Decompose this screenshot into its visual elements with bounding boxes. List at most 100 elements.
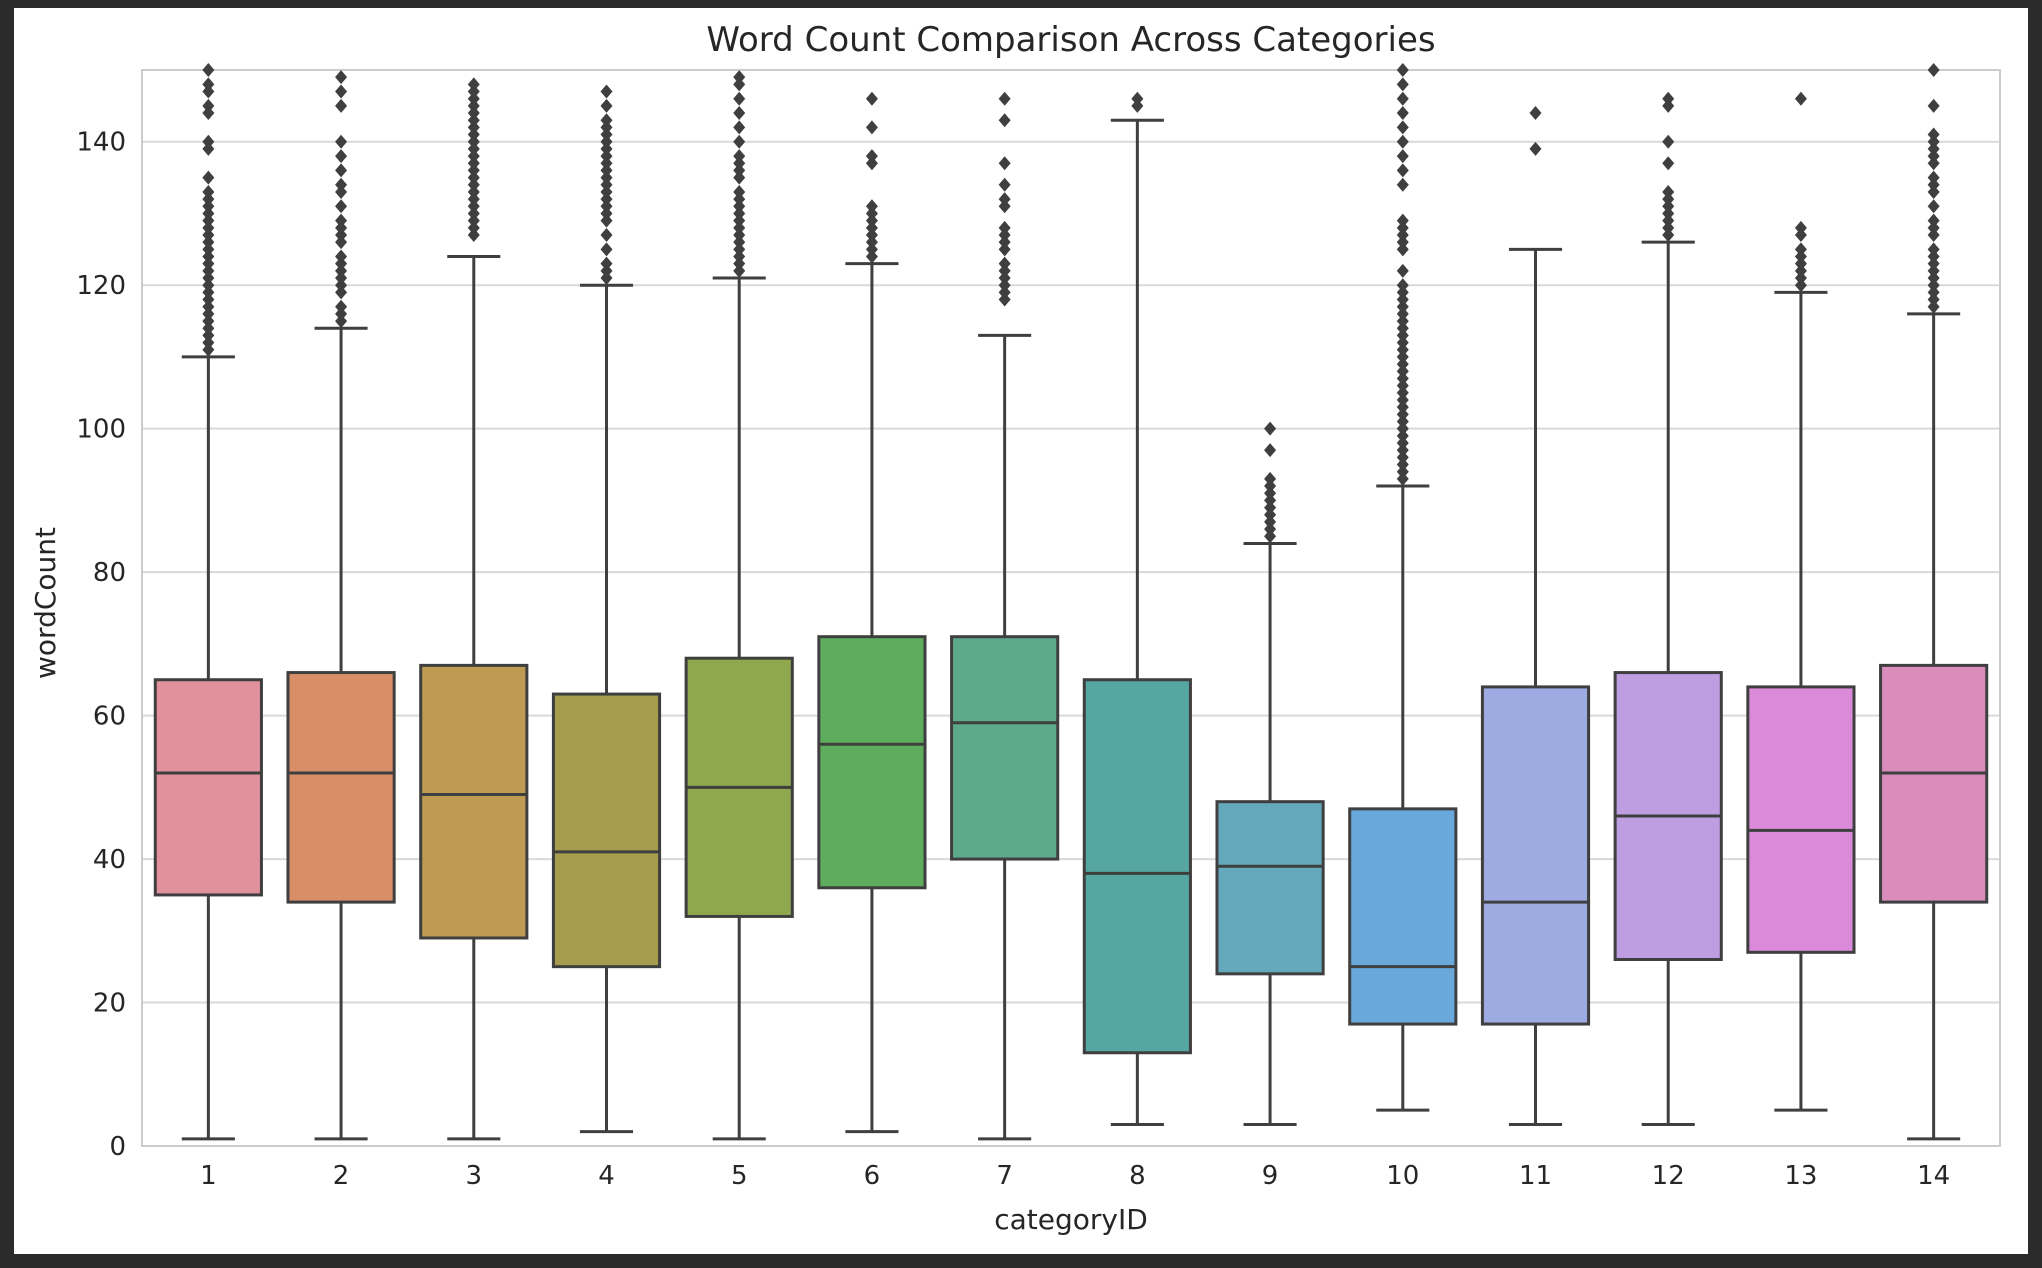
outlier-point	[1396, 235, 1409, 250]
outlier-point	[202, 278, 215, 293]
y-tick-label: 0	[109, 1132, 126, 1162]
outlier-point	[1131, 98, 1144, 113]
outlier-point	[467, 156, 480, 171]
outlier-point	[1396, 177, 1409, 192]
chart-figure: Word Count Comparison Across Categories …	[14, 8, 2028, 1254]
outlier-point	[600, 156, 613, 171]
box-group-1	[153, 63, 263, 1141]
outlier-point	[1794, 263, 1807, 278]
outlier-point	[1927, 299, 1940, 314]
outlier-point	[335, 177, 348, 192]
outlier-point	[600, 134, 613, 149]
outlier-point	[865, 149, 878, 164]
outlier-point	[1396, 364, 1409, 379]
outlier-point	[733, 256, 746, 271]
outlier-point	[202, 220, 215, 235]
outlier-point	[1396, 457, 1409, 472]
y-tick-label: 80	[93, 558, 126, 588]
outlier-point	[600, 120, 613, 135]
outlier-point	[202, 263, 215, 278]
outlier-point	[1927, 149, 1940, 164]
outlier-point	[202, 141, 215, 156]
outlier-point	[202, 328, 215, 343]
outlier-point	[467, 98, 480, 113]
iqr-box	[1746, 685, 1856, 954]
outlier-point	[202, 63, 215, 77]
outlier-point	[600, 271, 613, 286]
outlier-point	[202, 84, 215, 99]
outlier-point	[1662, 184, 1675, 199]
outlier-point	[1927, 256, 1940, 271]
outlier-point	[733, 120, 746, 135]
box-plot-chart: Word Count Comparison Across Categories …	[29, 20, 2001, 1236]
outlier-point	[467, 192, 480, 207]
outlier-point	[1396, 385, 1409, 400]
outlier-point	[335, 163, 348, 178]
outlier-point	[335, 299, 348, 314]
outlier-point	[865, 206, 878, 221]
outlier-point	[335, 149, 348, 164]
iqr-box	[1082, 678, 1192, 1055]
outlier-point	[1396, 242, 1409, 257]
outlier-point	[1396, 285, 1409, 300]
outlier-point	[865, 249, 878, 264]
outlier-point	[600, 141, 613, 156]
outlier-point	[335, 84, 348, 99]
outlier-point	[865, 227, 878, 242]
outlier-point	[1396, 278, 1409, 293]
outlier-point	[998, 91, 1011, 106]
outlier-point	[1927, 220, 1940, 235]
outlier-point	[335, 306, 348, 321]
x-tick-label: 7	[996, 1161, 1013, 1191]
outlier-point	[1396, 91, 1409, 106]
outlier-point	[865, 235, 878, 250]
outlier-point	[1396, 321, 1409, 336]
outlier-point	[1396, 342, 1409, 357]
outlier-point	[1927, 98, 1940, 113]
outlier-point	[1396, 443, 1409, 458]
outlier-point	[1264, 443, 1277, 458]
outlier-point	[335, 199, 348, 214]
outlier-point	[998, 256, 1011, 271]
outlier-point	[202, 98, 215, 113]
outlier-point	[600, 199, 613, 214]
outlier-point	[1794, 256, 1807, 271]
outlier-point	[600, 149, 613, 164]
iqr-box	[1348, 807, 1458, 1026]
outlier-point	[733, 106, 746, 121]
iqr-box	[950, 635, 1060, 861]
outlier-point	[998, 177, 1011, 192]
y-tick-label: 20	[93, 989, 126, 1019]
outlier-point	[1396, 299, 1409, 314]
outlier-point	[1396, 371, 1409, 386]
outlier-point	[1927, 285, 1940, 300]
outlier-point	[1396, 349, 1409, 364]
outlier-point	[1927, 199, 1940, 214]
box-group-6	[817, 91, 927, 1134]
outlier-point	[600, 206, 613, 221]
outlier-point	[733, 220, 746, 235]
box-group-10	[1348, 63, 1458, 1112]
outlier-point	[1794, 249, 1807, 264]
x-tick-labels: 1 2 3 4 5 6 7 8 9 10 11 12 13 14	[200, 1161, 1950, 1191]
outlier-point	[1396, 106, 1409, 121]
outlier-point	[1396, 378, 1409, 393]
outlier-point	[1927, 177, 1940, 192]
y-tick-label: 100	[76, 415, 126, 445]
y-tick-label: 120	[76, 271, 126, 301]
y-tick-label: 60	[93, 702, 126, 732]
outlier-point	[335, 271, 348, 286]
outlier-point	[733, 263, 746, 278]
outlier-point	[1264, 507, 1277, 522]
outlier-point	[335, 134, 348, 149]
x-tick-label: 1	[200, 1161, 217, 1191]
outlier-point	[202, 314, 215, 329]
outlier-point	[1396, 357, 1409, 372]
outlier-point	[600, 213, 613, 228]
outlier-point	[1794, 227, 1807, 242]
outlier-point	[998, 227, 1011, 242]
outlier-point	[600, 256, 613, 271]
outlier-point	[1264, 471, 1277, 486]
outlier-point	[1794, 242, 1807, 257]
outlier-point	[998, 220, 1011, 235]
